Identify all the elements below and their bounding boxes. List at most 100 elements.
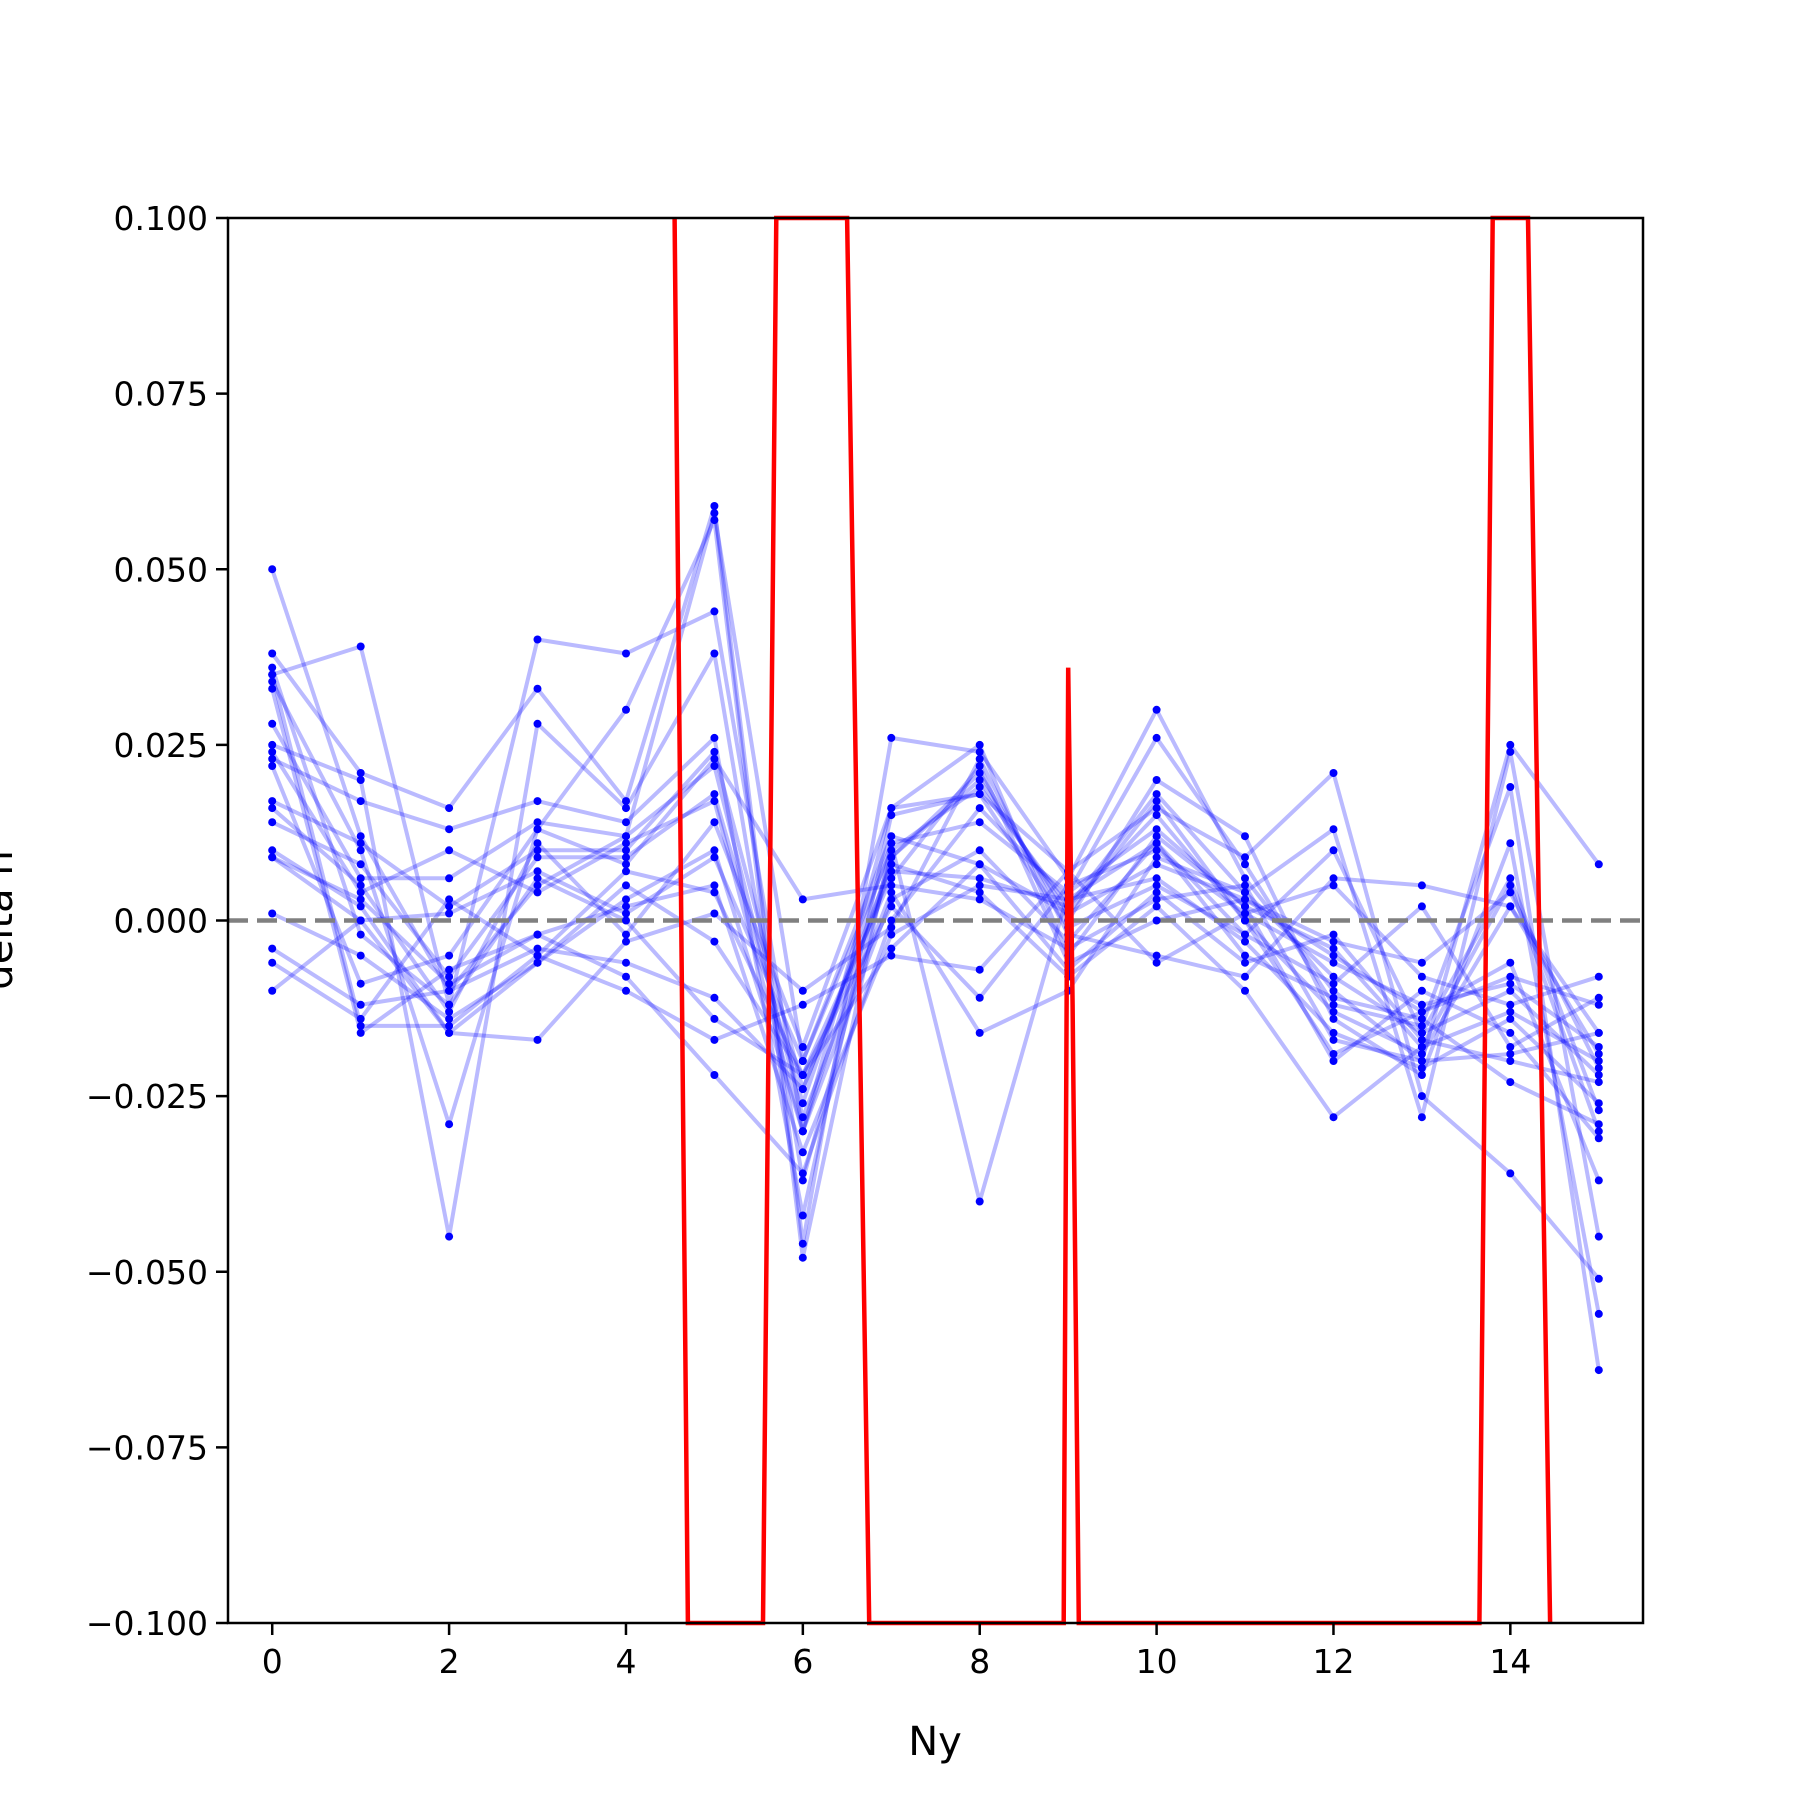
series-17-point-12 bbox=[1329, 1007, 1338, 1016]
series-13-point-4 bbox=[622, 986, 630, 995]
series-6-point-12 bbox=[1329, 825, 1338, 834]
series-21-point-8 bbox=[975, 993, 984, 1002]
series-0-point-8 bbox=[975, 783, 984, 791]
series-21-point-3 bbox=[533, 951, 542, 960]
series-13-point-2 bbox=[445, 895, 454, 904]
series-2-point-0 bbox=[268, 649, 277, 658]
series-8-point-13 bbox=[1417, 986, 1426, 995]
series-2-point-5 bbox=[710, 502, 719, 510]
series-8-point-3 bbox=[533, 853, 542, 862]
series-12-point-4 bbox=[622, 958, 630, 967]
series-line-18 bbox=[270, 756, 1600, 1063]
series-0-point-7 bbox=[887, 846, 896, 855]
series-16-point-12 bbox=[1329, 846, 1338, 855]
series-7-point-1 bbox=[356, 839, 365, 848]
series-0-point-10 bbox=[1152, 790, 1161, 799]
series-0-point-0 bbox=[268, 565, 277, 574]
series-18-point-13 bbox=[1417, 1057, 1426, 1065]
series-5-point-3 bbox=[533, 797, 542, 806]
series-21-point-5 bbox=[710, 888, 719, 897]
x-tick-label-5: 10 bbox=[1136, 1642, 1178, 1681]
series-10-point-4 bbox=[622, 902, 630, 911]
x-tick-label-4: 8 bbox=[969, 1642, 990, 1681]
series-3-point-14 bbox=[1506, 783, 1515, 791]
series-16-point-4 bbox=[622, 972, 630, 981]
y-tick-label-1: −0.075 bbox=[86, 1428, 208, 1467]
series-7-point-2 bbox=[445, 902, 454, 911]
series-20-point-7 bbox=[887, 804, 896, 813]
series-8-point-8 bbox=[975, 818, 984, 827]
series-6-point-8 bbox=[975, 1028, 984, 1037]
series-17-point-11 bbox=[1241, 916, 1249, 925]
series-20-point-8 bbox=[975, 790, 984, 799]
series-line-12 bbox=[271, 862, 1600, 1120]
series-20-point-6 bbox=[798, 1043, 807, 1051]
series-12-point-13 bbox=[1417, 1043, 1426, 1051]
series-5-point-12 bbox=[1329, 769, 1338, 777]
series-2-point-2 bbox=[445, 804, 454, 813]
series-3-point-15 bbox=[1594, 1366, 1603, 1375]
series-20-point-10 bbox=[1152, 881, 1161, 890]
series-15-point-14 bbox=[1506, 888, 1515, 897]
series-12-point-14 bbox=[1506, 1007, 1515, 1016]
series-19-point-5 bbox=[710, 853, 719, 862]
series-4-point-4 bbox=[622, 804, 630, 813]
series-3-point-13 bbox=[1417, 1021, 1426, 1030]
series-17-point-14 bbox=[1506, 902, 1515, 911]
series-5-point-5 bbox=[710, 733, 719, 742]
series-20-point-12 bbox=[1329, 979, 1338, 988]
series-12-point-1 bbox=[356, 1000, 365, 1009]
series-21-point-12 bbox=[1329, 881, 1338, 890]
series-21-point-1 bbox=[356, 1021, 365, 1030]
series-16-point-7 bbox=[887, 916, 896, 925]
series-14-point-2 bbox=[445, 1028, 454, 1037]
series-14-point-10 bbox=[1152, 951, 1161, 960]
series-1-point-8 bbox=[975, 740, 984, 749]
series-5-point-2 bbox=[445, 825, 454, 834]
series-21-point-11 bbox=[1241, 909, 1249, 918]
series-20-point-15 bbox=[1594, 993, 1603, 1002]
series-20-point-5 bbox=[710, 818, 719, 827]
series-line-8 bbox=[271, 792, 1601, 1140]
series-1-point-10 bbox=[1152, 832, 1161, 841]
series-0-point-14 bbox=[1506, 986, 1515, 995]
series-15-point-13 bbox=[1417, 958, 1426, 967]
series-20-point-11 bbox=[1241, 930, 1249, 939]
series-13-point-5 bbox=[710, 1035, 719, 1044]
series-13-point-0 bbox=[268, 958, 277, 967]
series-4-point-2 bbox=[445, 1232, 454, 1241]
series-line-5 bbox=[271, 735, 1601, 1281]
series-16-point-8 bbox=[975, 804, 984, 813]
series-7-point-10 bbox=[1152, 811, 1161, 820]
series-10-point-10 bbox=[1152, 874, 1161, 883]
series-16-point-14 bbox=[1506, 874, 1515, 883]
series-9-point-1 bbox=[356, 902, 365, 911]
series-18-point-15 bbox=[1594, 1028, 1603, 1037]
series-19-point-6 bbox=[798, 1057, 807, 1065]
series-12-point-3 bbox=[533, 944, 542, 953]
series-6-point-3 bbox=[533, 818, 542, 827]
series-15-point-4 bbox=[622, 916, 630, 925]
series-3-point-0 bbox=[268, 677, 277, 686]
series-18-point-12 bbox=[1329, 1035, 1338, 1044]
series-7-point-8 bbox=[975, 874, 984, 883]
series-line-15 bbox=[270, 666, 1601, 1077]
series-18-point-14 bbox=[1506, 1050, 1515, 1058]
series-21-point-2 bbox=[445, 1021, 454, 1030]
series-0-point-3 bbox=[533, 881, 542, 890]
series-3-point-1 bbox=[356, 846, 365, 855]
series-1-point-3 bbox=[533, 635, 542, 644]
series-16-point-6 bbox=[798, 1169, 807, 1178]
series-15-point-2 bbox=[445, 1000, 454, 1009]
series-1-point-4 bbox=[622, 649, 630, 658]
series-21-point-4 bbox=[622, 867, 630, 876]
series-17-point-10 bbox=[1152, 797, 1161, 806]
series-3-point-10 bbox=[1152, 733, 1161, 742]
series-10-point-12 bbox=[1329, 1028, 1338, 1037]
series-6-point-5 bbox=[710, 762, 719, 770]
series-line-17 bbox=[270, 750, 1601, 1134]
series-18-point-11 bbox=[1241, 881, 1249, 890]
series-9-point-4 bbox=[622, 895, 630, 904]
series-13-point-14 bbox=[1506, 979, 1515, 988]
series-10-point-14 bbox=[1506, 1014, 1515, 1023]
